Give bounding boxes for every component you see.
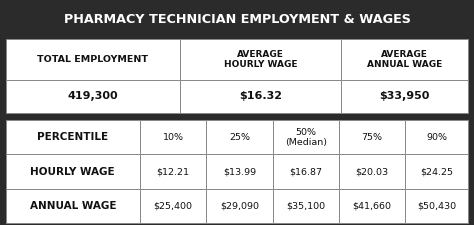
FancyBboxPatch shape — [0, 0, 474, 39]
FancyBboxPatch shape — [206, 120, 273, 154]
Text: $20.03: $20.03 — [356, 167, 389, 176]
FancyBboxPatch shape — [273, 189, 339, 223]
Text: 10%: 10% — [163, 133, 183, 142]
Text: 75%: 75% — [362, 133, 383, 142]
FancyBboxPatch shape — [6, 189, 140, 223]
Text: $33,950: $33,950 — [380, 91, 430, 101]
FancyBboxPatch shape — [405, 189, 468, 223]
FancyBboxPatch shape — [6, 80, 180, 112]
Text: $25,400: $25,400 — [154, 202, 192, 211]
Text: TOTAL EMPLOYMENT: TOTAL EMPLOYMENT — [37, 55, 148, 64]
Text: $13.99: $13.99 — [223, 167, 256, 176]
FancyBboxPatch shape — [339, 189, 405, 223]
FancyBboxPatch shape — [6, 39, 180, 80]
FancyBboxPatch shape — [273, 154, 339, 189]
FancyBboxPatch shape — [405, 120, 468, 154]
Text: $41,660: $41,660 — [353, 202, 392, 211]
Text: $16.87: $16.87 — [289, 167, 322, 176]
Text: HOURLY WAGE: HOURLY WAGE — [30, 167, 115, 177]
Text: $12.21: $12.21 — [156, 167, 190, 176]
FancyBboxPatch shape — [405, 154, 468, 189]
FancyBboxPatch shape — [206, 189, 273, 223]
Text: 419,300: 419,300 — [68, 91, 118, 101]
FancyBboxPatch shape — [0, 112, 474, 120]
FancyBboxPatch shape — [206, 154, 273, 189]
FancyBboxPatch shape — [341, 80, 468, 112]
Text: $50,430: $50,430 — [417, 202, 456, 211]
Text: 25%: 25% — [229, 133, 250, 142]
FancyBboxPatch shape — [341, 39, 468, 80]
Text: $16.32: $16.32 — [239, 91, 282, 101]
Text: AVERAGE
HOURLY WAGE: AVERAGE HOURLY WAGE — [224, 50, 298, 69]
Text: ANNUAL WAGE: ANNUAL WAGE — [29, 201, 116, 211]
Text: 50%
(Median): 50% (Median) — [285, 128, 327, 147]
Text: PHARMACY TECHNICIAN EMPLOYMENT & WAGES: PHARMACY TECHNICIAN EMPLOYMENT & WAGES — [64, 13, 410, 26]
Text: PERCENTILE: PERCENTILE — [37, 132, 109, 142]
FancyBboxPatch shape — [339, 154, 405, 189]
FancyBboxPatch shape — [6, 154, 140, 189]
Text: $35,100: $35,100 — [286, 202, 325, 211]
FancyBboxPatch shape — [140, 154, 206, 189]
Text: $24.25: $24.25 — [420, 167, 453, 176]
FancyBboxPatch shape — [339, 120, 405, 154]
Text: $29,090: $29,090 — [220, 202, 259, 211]
FancyBboxPatch shape — [6, 120, 140, 154]
FancyBboxPatch shape — [180, 39, 341, 80]
FancyBboxPatch shape — [140, 189, 206, 223]
FancyBboxPatch shape — [180, 80, 341, 112]
Text: AVERAGE
ANNUAL WAGE: AVERAGE ANNUAL WAGE — [367, 50, 442, 69]
FancyBboxPatch shape — [273, 120, 339, 154]
FancyBboxPatch shape — [140, 120, 206, 154]
Text: 90%: 90% — [426, 133, 447, 142]
